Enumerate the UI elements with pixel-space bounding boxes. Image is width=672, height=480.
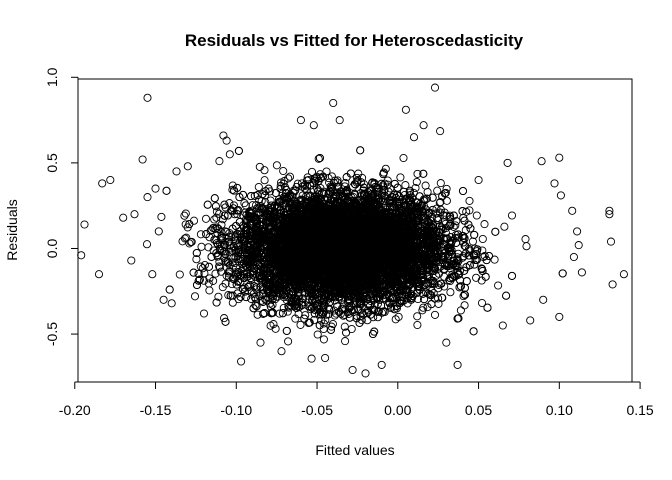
data-point <box>477 298 487 308</box>
data-point <box>217 267 226 276</box>
data-point <box>272 161 281 170</box>
data-point <box>205 286 214 295</box>
data-points <box>77 83 628 378</box>
data-point <box>465 196 474 205</box>
data-point <box>307 167 317 176</box>
data-point <box>373 313 382 322</box>
data-point <box>284 337 293 346</box>
data-point <box>181 209 190 218</box>
data-point <box>459 252 468 261</box>
data-point <box>233 210 242 219</box>
data-point <box>472 211 481 220</box>
data-point <box>522 242 531 251</box>
data-point <box>394 312 403 321</box>
data-point <box>434 294 443 303</box>
data-point <box>446 288 455 297</box>
data-point <box>460 301 469 310</box>
data-point <box>472 273 481 282</box>
data-point <box>321 189 330 198</box>
data-point <box>396 173 405 182</box>
data-point <box>319 335 328 344</box>
data-point <box>307 354 316 363</box>
data-point <box>490 255 499 264</box>
data-point <box>391 315 400 324</box>
data-point <box>260 176 269 185</box>
data-point <box>228 185 237 194</box>
data-point <box>142 240 152 249</box>
data-point <box>190 292 200 301</box>
data-point <box>199 276 208 285</box>
data-point <box>214 292 223 301</box>
data-point <box>279 303 288 312</box>
data-point <box>211 269 220 278</box>
data-point <box>451 221 460 230</box>
data-point <box>204 243 213 252</box>
data-point <box>240 283 249 292</box>
data-point <box>419 196 428 205</box>
data-point <box>314 154 323 163</box>
data-point <box>279 166 288 176</box>
data-point <box>285 172 295 181</box>
data-point <box>357 316 366 325</box>
data-point <box>220 314 229 323</box>
data-point <box>254 182 263 192</box>
data-point <box>480 251 489 261</box>
chart-title: Residuals vs Fitted for Heteroscedastici… <box>185 31 524 50</box>
data-point <box>421 181 430 190</box>
data-point <box>381 164 390 173</box>
data-point <box>442 196 451 205</box>
data-point <box>341 337 350 346</box>
data-point <box>186 238 195 247</box>
data-point <box>197 242 206 251</box>
data-point <box>228 298 237 307</box>
data-point <box>157 212 166 221</box>
data-point <box>430 310 440 319</box>
data-point <box>429 289 438 298</box>
data-point <box>205 274 214 283</box>
data-point <box>258 285 267 294</box>
data-point <box>229 201 238 210</box>
data-point <box>201 214 211 223</box>
data-point <box>399 153 408 163</box>
data-point <box>521 235 530 244</box>
data-point <box>271 324 280 333</box>
data-point <box>212 223 222 232</box>
data-point <box>257 296 266 305</box>
data-point <box>234 295 243 304</box>
data-point <box>225 199 234 208</box>
data-point <box>314 186 323 195</box>
data-point <box>313 330 322 339</box>
data-point <box>500 222 509 231</box>
